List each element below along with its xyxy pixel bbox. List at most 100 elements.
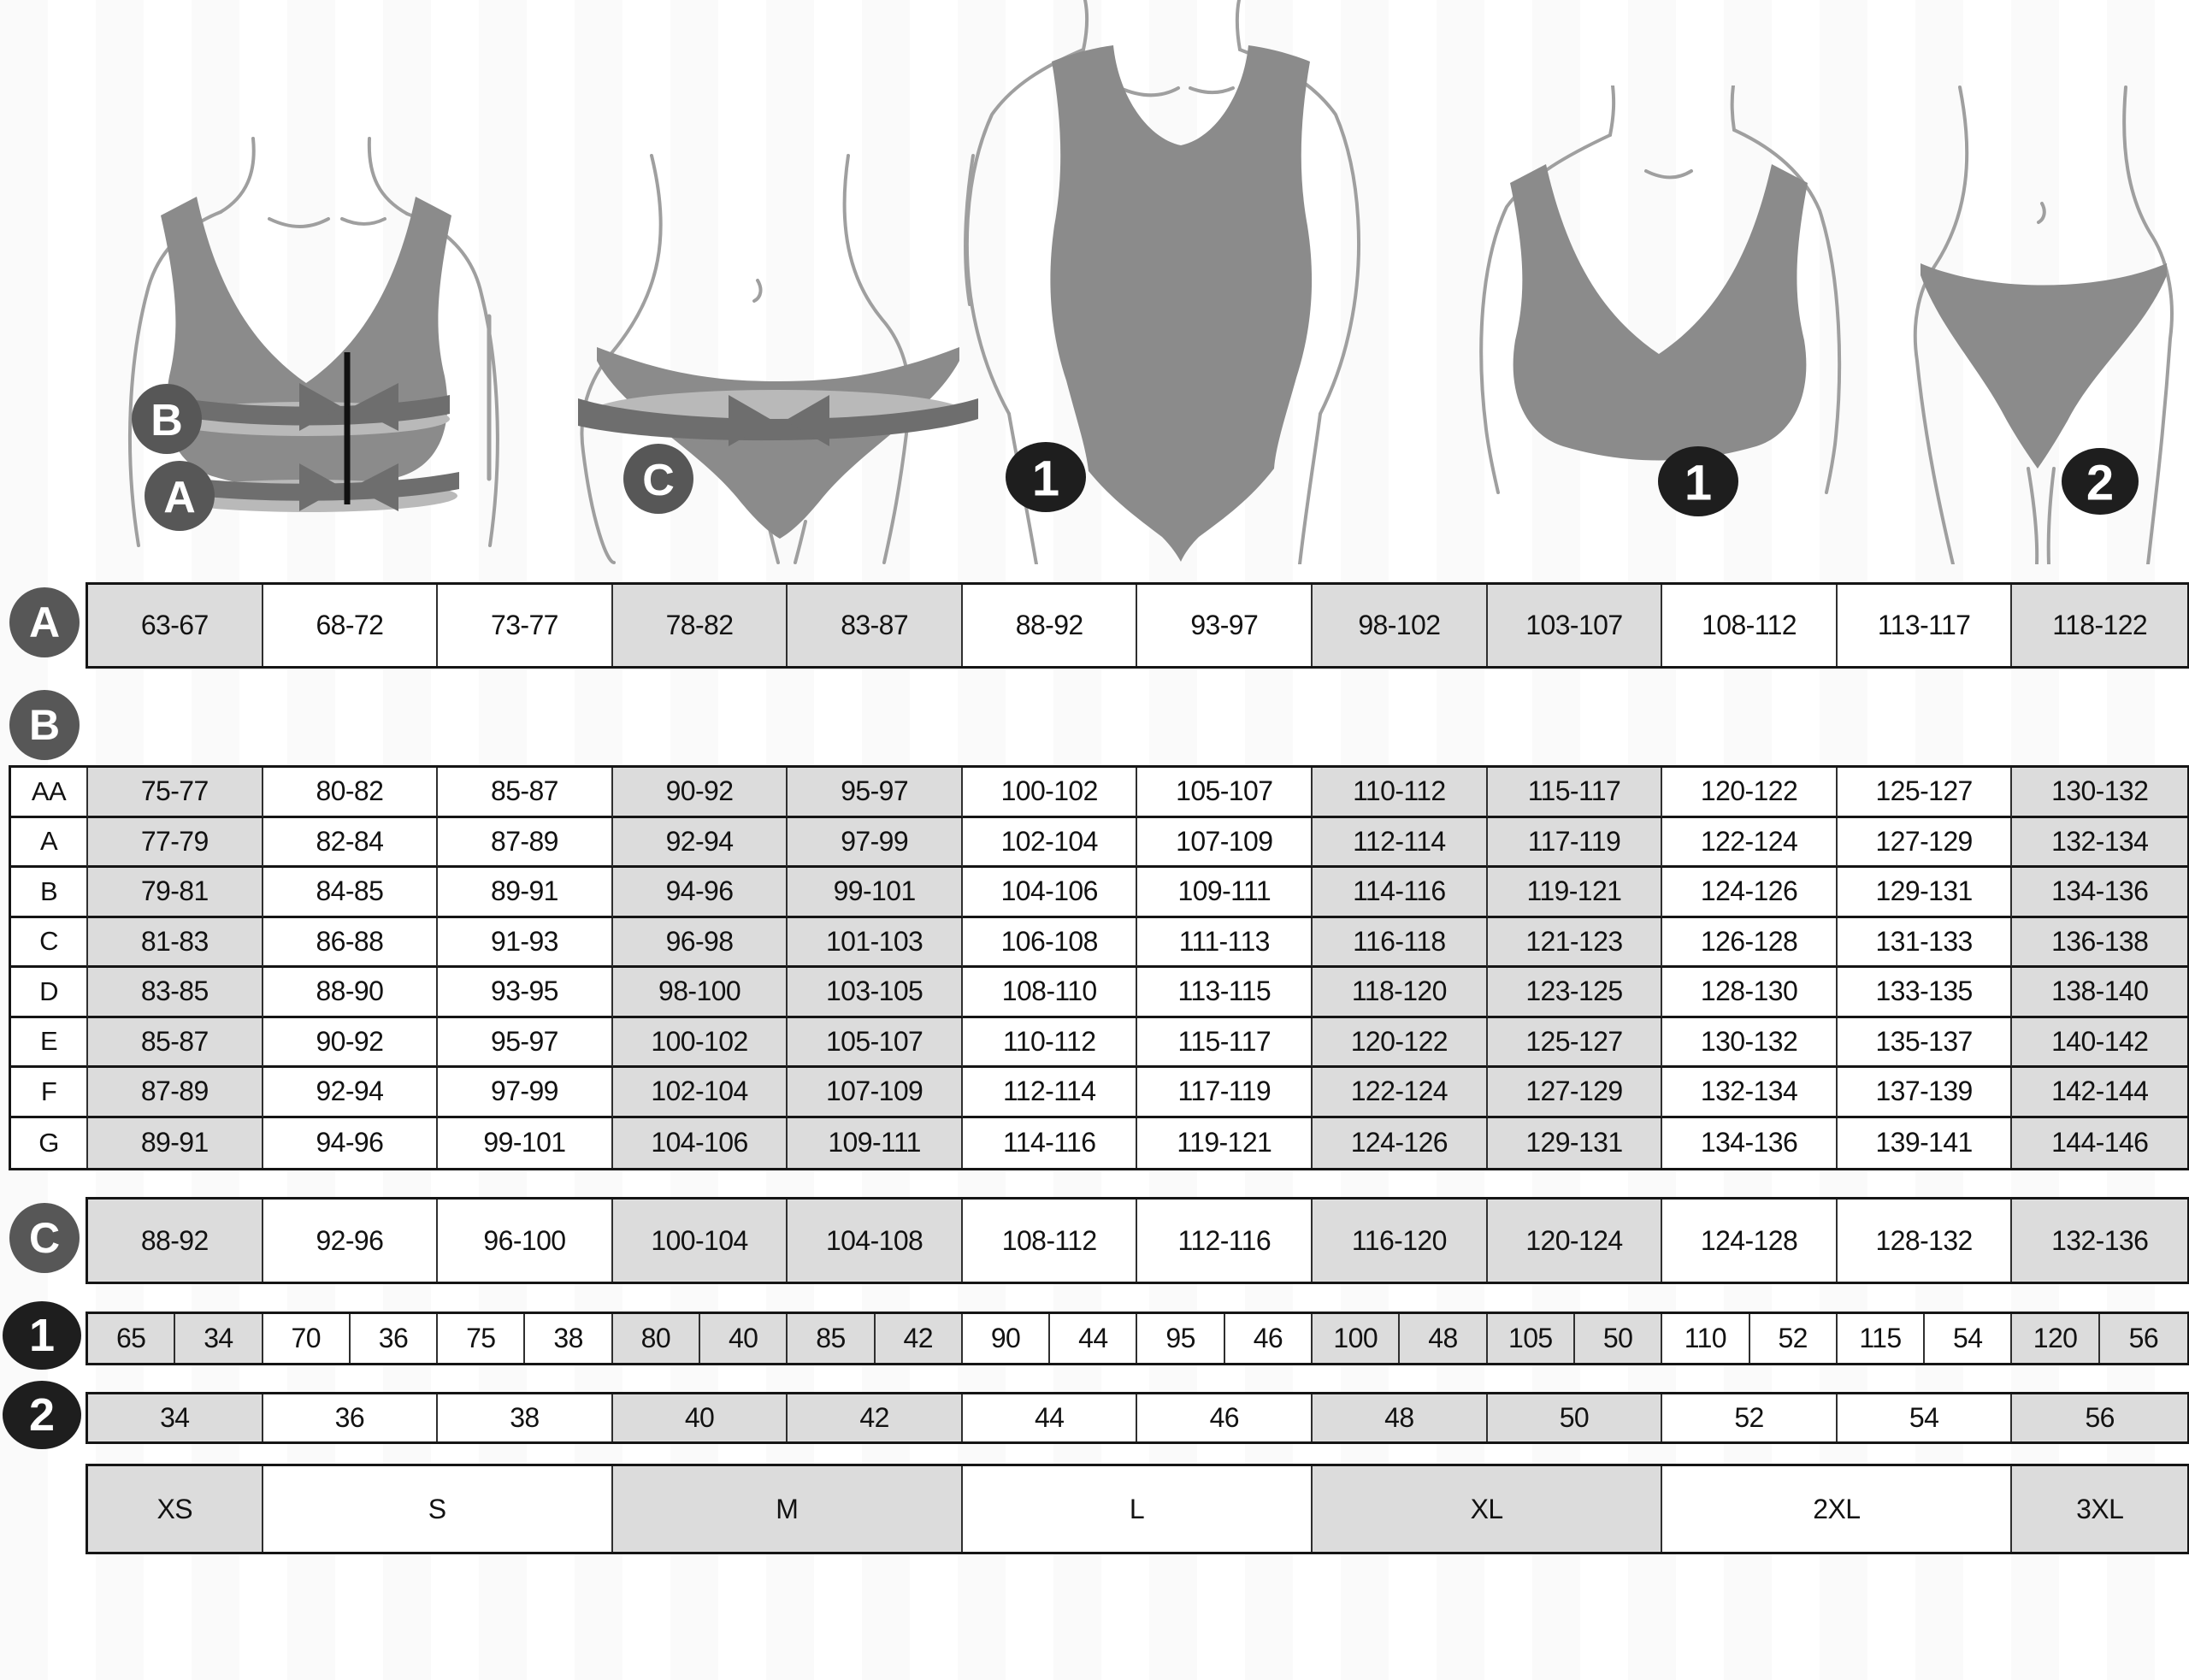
measurement-cell: 102-104 bbox=[962, 817, 1138, 868]
briefs-garment bbox=[1921, 263, 2167, 469]
measurement-cell: 129-131 bbox=[1487, 1117, 1663, 1168]
measurement-cell: 132-134 bbox=[2012, 817, 2187, 868]
measurement-cell: 123-125 bbox=[1487, 968, 1663, 1018]
size-cell: 42 bbox=[788, 1394, 963, 1441]
marker-b-label: B bbox=[150, 396, 183, 445]
cup-label-cell: A bbox=[11, 817, 88, 868]
size-label-cell: 3XL bbox=[2012, 1466, 2187, 1552]
size-label-cell: S bbox=[263, 1466, 613, 1552]
measurement-cell: 90-92 bbox=[612, 768, 788, 818]
measurement-cell: 87-89 bbox=[438, 817, 613, 868]
measurement-cell: 63-67 bbox=[88, 585, 263, 666]
measurement-cell: 91-93 bbox=[438, 917, 613, 968]
marker-c-icon: C bbox=[623, 444, 693, 514]
measurement-cell: 110-112 bbox=[1313, 768, 1488, 818]
marker-a-label: A bbox=[163, 473, 196, 522]
figure-bra-measurement: B A bbox=[127, 137, 499, 547]
measurement-cell: 132-136 bbox=[2012, 1200, 2187, 1282]
size-label-cell: M bbox=[612, 1466, 963, 1552]
measurement-cell: 109-111 bbox=[788, 1117, 963, 1168]
marker-c-label: C bbox=[642, 456, 675, 505]
measurement-cell: 133-135 bbox=[1837, 968, 2013, 1018]
size-cell: 56 bbox=[2012, 1394, 2187, 1441]
marker-1-icon: 1 bbox=[1658, 446, 1738, 516]
size-cell: 40 bbox=[700, 1314, 788, 1363]
size-cell: 48 bbox=[1313, 1394, 1488, 1441]
hip-arrow-left bbox=[729, 395, 773, 446]
measurement-cell: 115-117 bbox=[1137, 1017, 1313, 1068]
measurement-cell: 122-124 bbox=[1313, 1068, 1488, 1118]
measurement-cell: 126-128 bbox=[1662, 917, 1838, 968]
measurement-cell: 110-112 bbox=[962, 1017, 1138, 1068]
measurement-cell: 144-146 bbox=[2012, 1117, 2187, 1168]
measurement-cell: 128-132 bbox=[1837, 1200, 2013, 1282]
measurement-cell: 68-72 bbox=[263, 585, 439, 666]
measurement-cell: 104-106 bbox=[612, 1117, 788, 1168]
measurement-cell: 83-85 bbox=[88, 968, 263, 1018]
cup-label-cell: D bbox=[11, 968, 88, 1018]
figure-bra: 1 bbox=[1479, 85, 1842, 516]
measurement-cell: 73-77 bbox=[438, 585, 613, 666]
size-cell: 50 bbox=[1487, 1394, 1663, 1441]
measurement-cell: 112-116 bbox=[1137, 1200, 1313, 1282]
underbust-arrow-right bbox=[352, 463, 398, 511]
measurement-cell: 92-94 bbox=[612, 817, 788, 868]
measurement-cell: 88-92 bbox=[88, 1200, 263, 1282]
marker-2-icon: 2 bbox=[2062, 448, 2139, 515]
measurement-cell: 83-87 bbox=[788, 585, 963, 666]
measurement-cell: 120-124 bbox=[1487, 1200, 1663, 1282]
measurement-cell: 77-79 bbox=[88, 817, 263, 868]
size-label-cell: 2XL bbox=[1662, 1466, 2013, 1552]
bust-arrow-left bbox=[299, 383, 342, 431]
size-cell: 100 bbox=[1313, 1314, 1401, 1363]
figure-briefs: 2 bbox=[1913, 85, 2174, 564]
measurement-cell: 111-113 bbox=[1137, 917, 1313, 968]
measurement-cell: 92-94 bbox=[263, 1068, 439, 1118]
size-label-cell: XL bbox=[1313, 1466, 1663, 1552]
size-cell: 38 bbox=[438, 1394, 613, 1441]
bra-garment bbox=[1510, 164, 1808, 461]
measurement-cell: 112-114 bbox=[962, 1068, 1138, 1118]
measurement-cell: 105-107 bbox=[1137, 768, 1313, 818]
measurement-cell: 80-82 bbox=[263, 768, 439, 818]
measurement-cell: 97-99 bbox=[438, 1068, 613, 1118]
measurement-cell: 101-103 bbox=[788, 917, 963, 968]
measurement-cell: 119-121 bbox=[1487, 868, 1663, 918]
measurement-cell: 85-87 bbox=[88, 1017, 263, 1068]
measurement-cell: 96-100 bbox=[438, 1200, 613, 1282]
measurement-cell: 117-119 bbox=[1137, 1068, 1313, 1118]
measurement-cell: 95-97 bbox=[788, 768, 963, 818]
body-outline bbox=[1479, 85, 1842, 494]
size-cell: 115 bbox=[1837, 1314, 1926, 1363]
size-cell: 36 bbox=[350, 1314, 439, 1363]
size-cell: 105 bbox=[1487, 1314, 1575, 1363]
measurement-cell: 116-118 bbox=[1313, 917, 1488, 968]
bra-garment bbox=[161, 197, 451, 490]
measurement-cell: 78-82 bbox=[612, 585, 788, 666]
measurement-cell: 114-116 bbox=[1313, 868, 1488, 918]
measurement-cell: 117-119 bbox=[1487, 817, 1663, 868]
row-1-badge: 1 bbox=[3, 1301, 81, 1370]
hip-band bbox=[578, 398, 978, 441]
measurement-cell: 89-91 bbox=[88, 1117, 263, 1168]
measurement-cell: 98-102 bbox=[1313, 585, 1488, 666]
size-cell: 80 bbox=[612, 1314, 701, 1363]
measurement-cell: 86-88 bbox=[263, 917, 439, 968]
measurement-cell: 107-109 bbox=[1137, 817, 1313, 868]
size-label-cell: XS bbox=[88, 1466, 263, 1552]
size-cell: 50 bbox=[1574, 1314, 1663, 1363]
measurement-cell: 136-138 bbox=[2012, 917, 2187, 968]
measurement-cell: 100-102 bbox=[962, 768, 1138, 818]
measurement-cell: 114-116 bbox=[962, 1117, 1138, 1168]
size-cell: 46 bbox=[1137, 1394, 1313, 1441]
measurement-cell: 119-121 bbox=[1137, 1117, 1313, 1168]
size-cell: 48 bbox=[1400, 1314, 1488, 1363]
figure-hip-measurement: C bbox=[578, 154, 978, 564]
measurement-cell: 129-131 bbox=[1837, 868, 2013, 918]
marker-b-icon: B bbox=[132, 384, 202, 454]
measurement-cell: 120-122 bbox=[1662, 768, 1838, 818]
measurement-cell: 100-102 bbox=[612, 1017, 788, 1068]
measurement-cell: 92-96 bbox=[263, 1200, 439, 1282]
body-outline bbox=[1913, 85, 2174, 564]
